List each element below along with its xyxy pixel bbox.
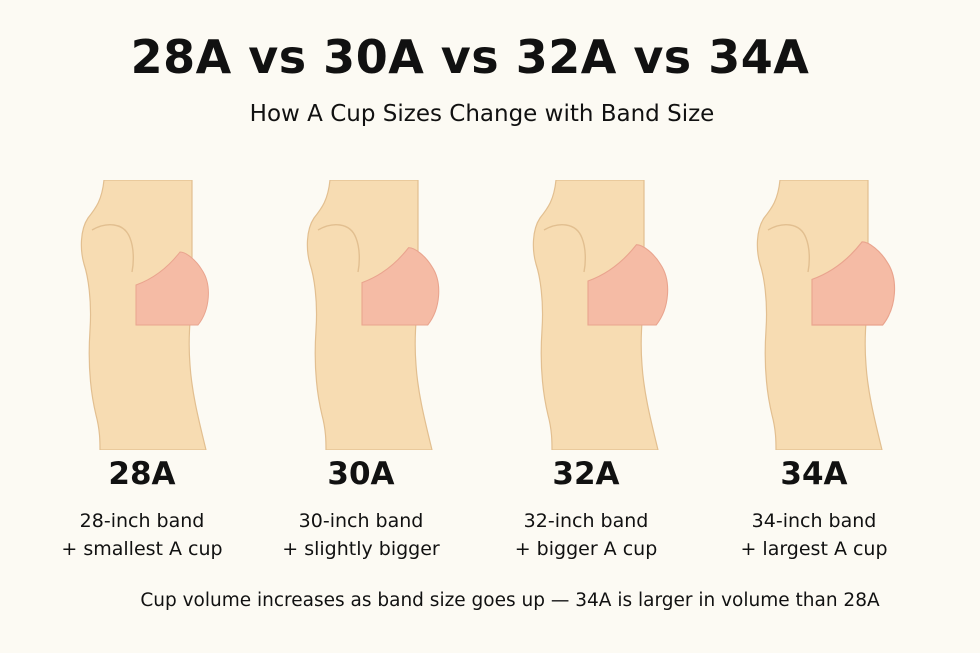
- cup-shape: [587, 244, 669, 326]
- size-description-30a: 30-inch band + slightly bigger: [251, 507, 471, 563]
- arm-line: [543, 224, 587, 273]
- band-text: 28-inch band: [79, 510, 205, 532]
- cup-text: + largest A cup: [740, 538, 888, 560]
- size-label-30a: 30A: [327, 456, 395, 492]
- band-text: 34-inch band: [751, 510, 877, 532]
- torso-figure-30a: [306, 180, 440, 450]
- size-description-32a: 32-inch band + bigger A cup: [476, 507, 696, 563]
- torso-figure-32a: [532, 180, 669, 450]
- cup-text: + smallest A cup: [61, 538, 223, 560]
- footnote: Cup volume increases as band size goes u…: [140, 590, 880, 611]
- cup-shape: [361, 247, 440, 326]
- size-description-34a: 34-inch band + largest A cup: [704, 507, 924, 563]
- page-subtitle: How A Cup Sizes Change with Band Size: [249, 101, 715, 127]
- cup-text: + slightly bigger: [282, 538, 440, 560]
- arm-line: [767, 224, 811, 273]
- band-text: 30-inch band: [298, 510, 424, 532]
- band-text: 32-inch band: [523, 510, 649, 532]
- cup-shape: [811, 241, 896, 326]
- size-label-28a: 28A: [108, 456, 176, 492]
- torso-figure-34a: [756, 180, 896, 450]
- page-title: 28A vs 30A vs 32A vs 34A: [130, 30, 810, 84]
- size-label-34a: 34A: [780, 456, 848, 492]
- arm-line: [91, 224, 135, 273]
- arm-line: [317, 224, 361, 273]
- torso-figure-28a: [80, 180, 209, 450]
- size-description-28a: 28-inch band + smallest A cup: [32, 507, 252, 563]
- cup-text: + bigger A cup: [514, 538, 658, 560]
- size-label-32a: 32A: [552, 456, 620, 492]
- cup-shape: [135, 251, 209, 326]
